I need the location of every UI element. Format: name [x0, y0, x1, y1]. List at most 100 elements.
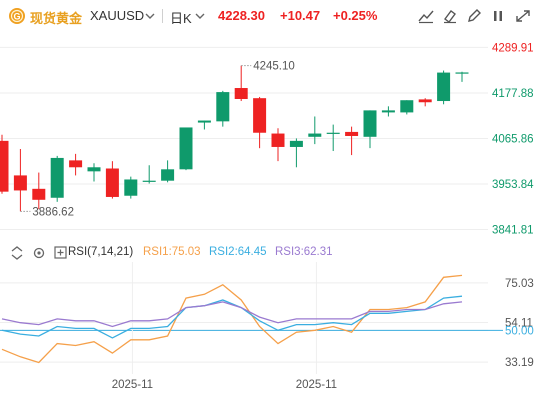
- date-tick-label: 2025-11: [112, 379, 153, 391]
- candle[interactable]: [142, 165, 156, 184]
- rsi-series-line: [1, 274, 463, 364]
- candle[interactable]: [105, 161, 119, 199]
- candle[interactable]: [437, 70, 451, 105]
- price-change: +10.47: [280, 8, 321, 23]
- candle-body: [271, 133, 285, 147]
- date-tick-label: 2025-11: [296, 379, 337, 391]
- candle-body: [400, 100, 414, 113]
- eraser-icon[interactable]: [440, 7, 460, 25]
- candle-body: [69, 160, 83, 168]
- candle-body: [345, 131, 359, 136]
- candle[interactable]: [455, 71, 469, 82]
- chart-header: G 现货黄金 XAUUSD 日K 4228.30 +10.47 +0.25%: [0, 0, 543, 32]
- price-tick-label: 4177.88: [492, 88, 534, 100]
- candle[interactable]: [253, 96, 267, 149]
- candle[interactable]: [271, 128, 285, 162]
- price-annotation: 4245.10: [253, 61, 295, 73]
- gold-coin-icon: G: [9, 8, 25, 24]
- rsi-tick-label: 50.00: [505, 325, 534, 337]
- candle-body: [13, 175, 27, 191]
- candle-body: [381, 110, 395, 113]
- candle-body: [234, 88, 248, 99]
- price-tick-label: 4289.91: [492, 42, 534, 54]
- candle[interactable]: [234, 65, 248, 102]
- candle[interactable]: [345, 126, 359, 156]
- symbol-code[interactable]: XAUUSD: [90, 8, 145, 23]
- chevron-down-icon[interactable]: [144, 8, 156, 24]
- price-annotations: 4245.10 3886.62: [20, 61, 295, 218]
- candle-body: [216, 92, 230, 122]
- candle[interactable]: [124, 176, 138, 199]
- candle-body: [197, 120, 211, 123]
- candle[interactable]: [69, 153, 83, 176]
- candlestick-chart[interactable]: 4245.10 3886.62 4289.91 4177.88 4065.86 3953…: [0, 32, 543, 242]
- candle[interactable]: [381, 106, 395, 117]
- rsi-series-line: [1, 295, 463, 339]
- candle[interactable]: [289, 138, 303, 168]
- price-annotation: 3886.62: [32, 206, 74, 218]
- candle[interactable]: [87, 163, 101, 182]
- candle-body: [142, 180, 156, 182]
- candle-body: [32, 188, 46, 200]
- svg-text:G: G: [13, 11, 20, 21]
- period-selector[interactable]: 日K: [170, 11, 192, 26]
- price-tick-label: 4065.86: [492, 133, 534, 145]
- gear-icon[interactable]: [32, 246, 46, 260]
- candle[interactable]: [363, 110, 377, 149]
- rsi-indicator-label[interactable]: RSI(7,14,21): [68, 246, 134, 258]
- price-tick-label: 3953.84: [492, 179, 534, 191]
- candle-body: [308, 133, 322, 137]
- rsi-lines: [1, 274, 463, 364]
- candle[interactable]: [216, 90, 230, 127]
- rsi-tick-label: 33.19: [505, 357, 534, 369]
- rsi1-value: RSI1:75.03: [143, 246, 201, 258]
- price-change-pct: +0.25%: [333, 8, 378, 23]
- rsi-series-line: [1, 301, 463, 328]
- price-axis: 4289.91 4177.88 4065.86 3953.84 3841.81: [492, 42, 534, 236]
- last-price: 4228.30: [218, 8, 265, 23]
- candle-body: [0, 140, 9, 192]
- candle[interactable]: [32, 172, 46, 210]
- divider: [162, 9, 163, 23]
- candle-body: [437, 72, 451, 102]
- candle-body: [50, 157, 64, 198]
- price-tick-label: 3841.81: [492, 225, 534, 237]
- expand-icon[interactable]: [513, 7, 533, 25]
- pencil-icon[interactable]: [464, 7, 484, 25]
- price-gridlines: [0, 46, 488, 231]
- candle[interactable]: [13, 148, 27, 212]
- candle[interactable]: [400, 100, 414, 115]
- symbol-name[interactable]: 现货黄金: [30, 11, 83, 26]
- rsi-gridlines: [0, 262, 503, 374]
- candle[interactable]: [197, 120, 211, 130]
- candle-body: [455, 72, 469, 74]
- candle[interactable]: [161, 160, 175, 183]
- candle-body: [418, 99, 432, 103]
- rsi-header: RSI(7,14,21) RSI1:75.03 RSI2:64.45 RSI3:…: [0, 244, 543, 262]
- candles[interactable]: [0, 65, 469, 212]
- candle[interactable]: [179, 127, 193, 171]
- chevron-down-icon[interactable]: [194, 8, 206, 24]
- plus-box-icon[interactable]: [54, 246, 67, 259]
- candle-body: [179, 127, 193, 170]
- pause-icon[interactable]: [488, 7, 508, 25]
- rsi-tick-label: 75.03: [505, 278, 534, 290]
- candle[interactable]: [50, 155, 64, 202]
- candle-body: [105, 168, 119, 197]
- candle[interactable]: [0, 134, 9, 194]
- candle-body: [253, 98, 267, 133]
- arrows-icon[interactable]: [10, 246, 24, 260]
- candle[interactable]: [326, 124, 340, 152]
- candle-body: [87, 167, 101, 172]
- candle[interactable]: [308, 116, 322, 145]
- rsi-tick-label: 54.11: [505, 318, 533, 330]
- candle[interactable]: [418, 98, 432, 107]
- candle-body: [161, 169, 175, 181]
- draw-line-icon[interactable]: [416, 7, 436, 25]
- candle-body: [289, 140, 303, 147]
- candle-body: [326, 132, 340, 134]
- candle-body: [124, 179, 138, 196]
- candle-body: [363, 110, 377, 137]
